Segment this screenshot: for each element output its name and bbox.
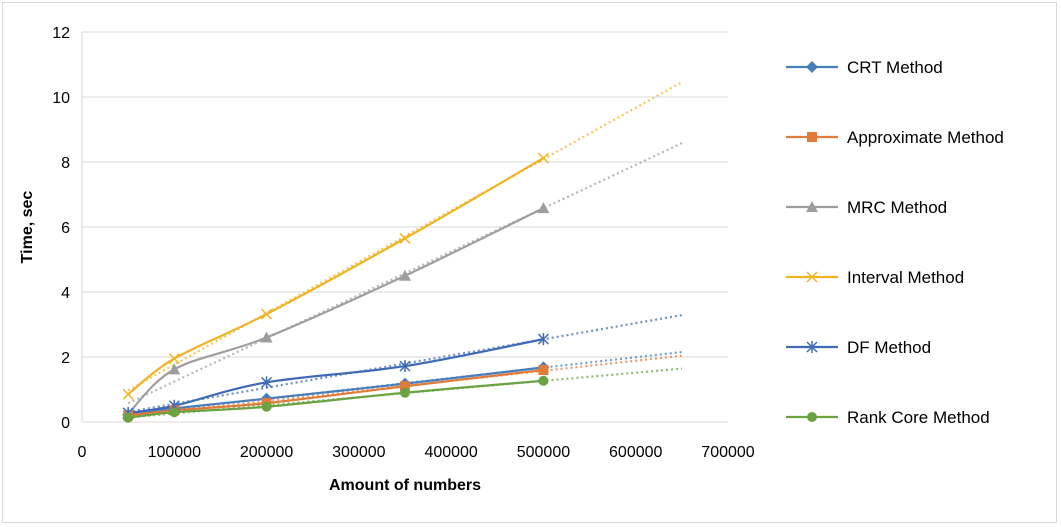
x-tick-label: 500000 (517, 444, 570, 461)
data-point-mrc-method (168, 363, 181, 375)
legend-label-crt-method: CRT Method (847, 58, 943, 77)
legend-label-rank-core-method: Rank Core Method (847, 408, 990, 427)
legend-label-interval-method: Interval Method (847, 268, 964, 287)
series-line-interval-method (127, 157, 544, 396)
series-line-mrc-method (127, 207, 544, 415)
x-tick-label: 200000 (240, 444, 293, 461)
series-line-crt-method (127, 366, 544, 416)
legend-label-df-method: DF Method (847, 338, 931, 357)
data-point-approximate-method (400, 381, 410, 392)
data-point-df-method (261, 376, 273, 389)
x-tick-label: 100000 (148, 444, 201, 461)
y-axis-title: Time, sec (19, 191, 36, 264)
data-point-interval-method (122, 388, 134, 400)
series-line-df-method (127, 338, 544, 414)
y-tick-label: 4 (61, 285, 70, 302)
axes (81, 32, 728, 423)
y-tick-label: 6 (61, 220, 70, 237)
data-point-interval-method (537, 152, 549, 164)
series-line-rank-core-method (128, 379, 544, 419)
data-point-approximate-method (538, 365, 549, 375)
legend-marker-mrc-method (806, 201, 818, 212)
series-markers (122, 152, 550, 423)
series-lines (127, 157, 544, 419)
legend-marker-interval-method (806, 271, 818, 283)
trendline-interval-method (127, 81, 683, 392)
grid-lines (82, 31, 728, 358)
data-point-df-method (399, 360, 411, 373)
y-tick-label: 12 (52, 25, 70, 42)
data-point-df-method (537, 333, 549, 346)
data-point-interval-method (261, 308, 273, 320)
x-tick-label: 600000 (609, 444, 662, 461)
y-tick-label: 8 (61, 155, 70, 172)
legend-marker-df-method (806, 341, 818, 353)
data-point-mrc-method (260, 331, 273, 343)
x-tick-labels: 0 100000 200000 300000 400000 500000 600000 700… (78, 444, 755, 461)
data-point-rank-core-method (169, 407, 180, 418)
series-line-approximate-method (128, 368, 544, 417)
data-point-rank-core-method (400, 387, 410, 398)
data-point-interval-method (399, 232, 411, 244)
data-point-mrc-method (399, 269, 411, 281)
x-tick-label: 0 (78, 444, 87, 461)
legend-label-mrc-method: MRC Method (847, 198, 947, 217)
data-point-rank-core-method (538, 375, 549, 386)
x-tick-label: 700000 (701, 444, 754, 461)
data-point-mrc-method (537, 202, 550, 214)
legend-marker-approximate-method (807, 132, 817, 142)
x-tick-label: 400000 (424, 444, 477, 461)
y-tick-labels: 0 2 4 6 8 10 12 (52, 25, 70, 432)
legend-label-approximate-method: Approximate Method (847, 128, 1004, 147)
legend-marker-rank-core-method (807, 412, 817, 422)
y-tick-label: 10 (52, 90, 70, 107)
legend: CRT Method Approximate Method MRC Method In… (786, 58, 1004, 427)
x-tick-label: 300000 (332, 444, 385, 461)
data-point-rank-core-method (261, 401, 272, 412)
y-tick-label: 0 (61, 415, 70, 432)
legend-marker-crt-method (806, 61, 818, 73)
x-axis-title: Amount of numbers (329, 477, 481, 494)
data-point-interval-method (168, 353, 180, 365)
data-point-rank-core-method (123, 412, 134, 423)
y-tick-label: 2 (61, 350, 70, 367)
